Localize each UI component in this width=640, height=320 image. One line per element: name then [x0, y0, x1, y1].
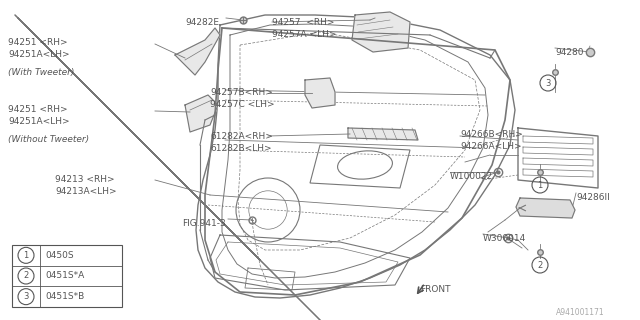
Text: 1: 1 [538, 180, 543, 189]
Text: FIG.941-3: FIG.941-3 [182, 219, 226, 228]
Text: 94251 <RH>: 94251 <RH> [8, 38, 68, 47]
Text: W300014: W300014 [483, 234, 526, 243]
Text: 94266A<LH>: 94266A<LH> [460, 142, 522, 151]
Text: 94282E: 94282E [185, 18, 219, 27]
Polygon shape [305, 78, 335, 108]
Text: 3: 3 [545, 78, 550, 87]
Text: 3: 3 [23, 292, 29, 301]
Text: 61282B<LH>: 61282B<LH> [210, 144, 271, 153]
Text: (With Tweeter): (With Tweeter) [8, 68, 74, 77]
Polygon shape [352, 12, 410, 52]
Text: 94257A <LH>: 94257A <LH> [272, 30, 337, 39]
Text: (Without Tweeter): (Without Tweeter) [8, 135, 89, 144]
Text: 94213 <RH>: 94213 <RH> [55, 175, 115, 184]
Text: 94257  <RH>: 94257 <RH> [272, 18, 335, 27]
Polygon shape [516, 198, 575, 218]
Text: W100022: W100022 [450, 172, 493, 181]
Text: 0451S*B: 0451S*B [45, 292, 84, 301]
Text: 1: 1 [24, 251, 29, 260]
Text: 61282A<RH>: 61282A<RH> [210, 132, 273, 141]
Text: 94286II: 94286II [576, 193, 610, 202]
Text: 94257B<RH>: 94257B<RH> [210, 88, 273, 97]
Text: 2: 2 [24, 271, 29, 281]
Text: 2: 2 [538, 260, 543, 269]
Text: A941001171: A941001171 [556, 308, 605, 317]
Polygon shape [348, 128, 418, 140]
Text: FRONT: FRONT [420, 285, 451, 294]
Text: 94257C <LH>: 94257C <LH> [210, 100, 275, 109]
Text: 94266B<RH>: 94266B<RH> [460, 130, 523, 139]
Text: 94213A<LH>: 94213A<LH> [55, 187, 116, 196]
Text: 0451S*A: 0451S*A [45, 271, 84, 281]
Text: 94280: 94280 [555, 48, 584, 57]
Text: 94251A<LH>: 94251A<LH> [8, 117, 70, 126]
Text: 94251A<LH>: 94251A<LH> [8, 50, 70, 59]
Polygon shape [175, 28, 220, 75]
Text: 94251 <RH>: 94251 <RH> [8, 105, 68, 114]
Text: 0450S: 0450S [45, 251, 74, 260]
Polygon shape [185, 95, 218, 132]
